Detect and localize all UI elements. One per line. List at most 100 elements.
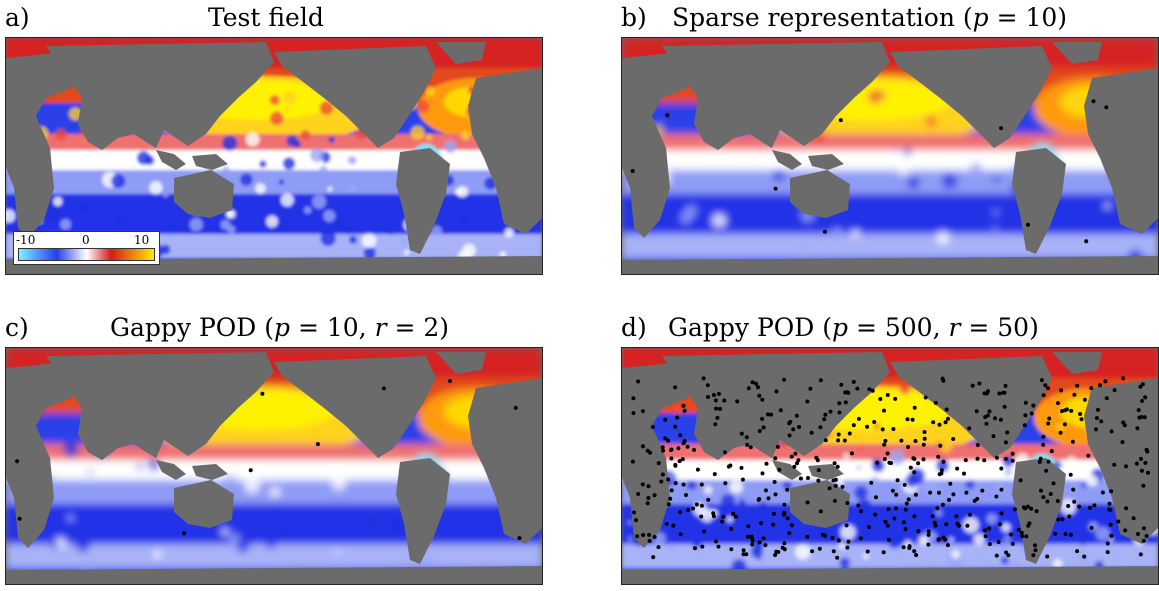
- sensor-point: [1079, 417, 1084, 422]
- sensor-point: [904, 501, 909, 506]
- sensor-point: [944, 522, 949, 527]
- title-c-p: p: [274, 313, 291, 342]
- sensor-point: [760, 471, 765, 476]
- sensor-point: [766, 412, 770, 417]
- sensor-point: [1105, 550, 1110, 555]
- sensor-point: [840, 484, 845, 489]
- sensor-point: [718, 406, 722, 411]
- sensor-point: [682, 408, 687, 413]
- land-mass: [808, 464, 844, 480]
- sensor-point: [650, 425, 655, 429]
- sensor-point: [791, 427, 796, 432]
- sensor-point: [855, 386, 860, 391]
- land-mass: [1052, 42, 1102, 64]
- sensor-point: [865, 549, 870, 554]
- sensor-point: [782, 502, 787, 507]
- sensor-point: [926, 542, 931, 547]
- sensor-point: [711, 511, 716, 516]
- sensor-point: [836, 538, 841, 543]
- sensor-point: [1039, 488, 1043, 493]
- sensor-point: [1089, 386, 1094, 390]
- sensor-point: [842, 438, 847, 443]
- sensor-point: [980, 488, 985, 493]
- sensor-point: [805, 500, 810, 505]
- sensor-point: [669, 488, 674, 493]
- sensor-point: [845, 545, 850, 550]
- sensor-point: [759, 521, 764, 526]
- sensor-point: [832, 461, 837, 466]
- sensor-point: [750, 542, 755, 547]
- sensor-point: [1144, 534, 1149, 538]
- sensor-point: [940, 502, 945, 507]
- land-mass: [790, 170, 850, 218]
- sensor-point: [895, 478, 900, 483]
- panel-title-b: Sparse representation (p = 10): [672, 3, 1067, 33]
- land-mass: [890, 356, 1052, 458]
- sensor-point: [741, 548, 746, 553]
- sensor-point: [940, 376, 945, 381]
- sensor-point: [673, 385, 678, 390]
- sensor-point: [921, 457, 926, 462]
- sensor-point: [1045, 554, 1050, 559]
- sensor-point: [926, 532, 931, 537]
- sensor-point: [640, 444, 645, 449]
- sensor-point: [1123, 528, 1128, 533]
- sensor-point: [660, 445, 665, 450]
- sensor-point: [1033, 543, 1037, 548]
- sensor-point: [937, 422, 942, 427]
- sensor-point: [954, 514, 959, 519]
- sensor-point: [901, 545, 906, 550]
- sensor-point: [260, 391, 265, 396]
- sensor-point: [923, 395, 928, 400]
- sensor-point: [837, 410, 842, 415]
- sensor-point: [1098, 383, 1102, 388]
- sensor-point: [1086, 453, 1091, 458]
- sensor-point: [756, 497, 761, 502]
- sensor-point: [714, 539, 718, 544]
- sensor-point: [782, 377, 787, 382]
- sensor-point: [944, 407, 949, 412]
- sensor-point: [1077, 504, 1082, 509]
- land-mass: [436, 352, 486, 374]
- sensor-point: [903, 507, 908, 512]
- sensor-point: [726, 464, 731, 469]
- sensor-point: [1072, 392, 1077, 397]
- sensor-point: [1091, 99, 1096, 104]
- sensor-point: [1023, 413, 1028, 418]
- sensor-point: [994, 553, 999, 558]
- sensor-point: [757, 393, 762, 398]
- sensor-point: [182, 531, 187, 536]
- sensor-point: [711, 514, 716, 519]
- sensor-point: [806, 476, 810, 480]
- sensor-point: [787, 433, 792, 438]
- sensor-point: [636, 379, 641, 384]
- sensor-point: [1143, 460, 1148, 465]
- sensor-point: [1124, 464, 1128, 469]
- sensor-point: [912, 405, 917, 410]
- sensor-point: [941, 535, 946, 540]
- colorbar: -10 0 10: [13, 231, 160, 265]
- sensor-point: [785, 487, 790, 492]
- land-mass: [156, 150, 186, 170]
- sensor-point: [955, 466, 960, 471]
- sensor-point: [1142, 415, 1147, 420]
- sensor-point: [513, 405, 518, 410]
- sensor-point: [757, 540, 762, 545]
- sensor-point: [1139, 468, 1144, 473]
- land-mass: [622, 362, 692, 548]
- sensor-point: [947, 497, 951, 502]
- sensor-point: [761, 536, 766, 541]
- land-mass: [6, 566, 542, 584]
- sensor-point: [1072, 499, 1077, 504]
- sensor-point: [699, 503, 704, 508]
- land-mass: [1012, 148, 1066, 254]
- sensor-point: [865, 424, 870, 429]
- sensor-point: [831, 478, 836, 483]
- map-svg: [622, 348, 1158, 584]
- sensor-point: [1049, 449, 1054, 454]
- sensor-point: [941, 459, 946, 464]
- sensor-point: [1039, 378, 1044, 383]
- sensor-point: [684, 493, 688, 497]
- sensor-point: [1075, 549, 1080, 554]
- sensor-point: [754, 381, 758, 386]
